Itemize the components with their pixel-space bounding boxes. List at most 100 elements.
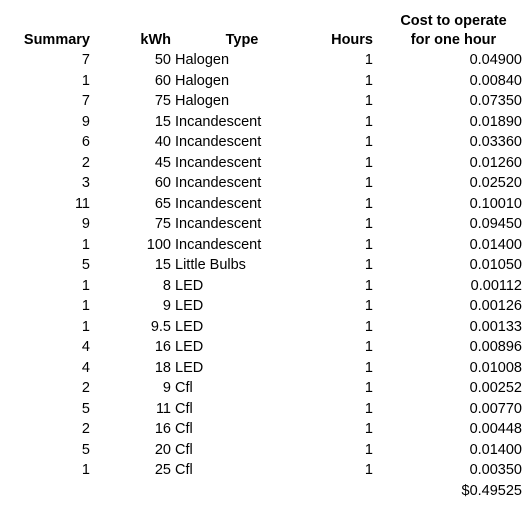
table-body: 7 50 Halogen 1 0.04900 1 60 Halogen 1 0.00840 7 75 H… <box>0 50 524 501</box>
summary-cell: 4 <box>81 339 90 355</box>
table-row: 1 25 Cfl 1 0.00350 <box>0 460 524 481</box>
type-cell: Cfl <box>175 380 193 396</box>
hours-cell: 1 <box>364 400 373 417</box>
type-cell: Incandescent <box>175 134 262 150</box>
hours-cell: 1 <box>364 298 373 314</box>
cost-cell: 0.03360 <box>469 134 522 150</box>
summary-cell: 1 <box>81 277 90 294</box>
cost-cell: 0.00896 <box>469 339 522 355</box>
type-cell: Incandescent <box>175 236 262 253</box>
header-hours: Hours <box>331 32 373 48</box>
kwh-cell: 18 <box>154 359 171 376</box>
summary-cell: 1 <box>81 298 90 314</box>
summary-cell: 3 <box>81 175 90 191</box>
type-cell: Incandescent <box>175 113 262 130</box>
hours-cell: 1 <box>364 154 373 171</box>
table-row: 1 8 LED 1 0.00112 <box>0 276 524 297</box>
header-type: Type <box>225 32 259 48</box>
table-row: 7 75 Halogen 1 0.07350 <box>0 91 524 112</box>
table-row: 4 18 LED 1 0.01008 <box>0 358 524 379</box>
cost-cell: 0.00126 <box>469 298 522 314</box>
cost-cell: 0.00448 <box>469 421 522 437</box>
lighting-cost-table: Summary kWh Type Hours Cost to operate f… <box>0 12 524 501</box>
kwh-cell: 9 <box>162 380 171 396</box>
table-row: 1 60 Halogen 1 0.00840 <box>0 71 524 92</box>
summary-cell: 2 <box>81 380 90 396</box>
cost-cell: 0.02520 <box>469 175 522 191</box>
total-row: $0.49525 <box>0 481 524 501</box>
summary-cell: 5 <box>81 441 90 458</box>
summary-cell: 1 <box>81 462 90 478</box>
cost-cell: 0.01260 <box>469 154 522 171</box>
total-empty-cell <box>309 481 377 501</box>
cost-cell: 0.00840 <box>469 72 522 89</box>
table-row: 5 20 Cfl 1 0.01400 <box>0 440 524 461</box>
table-row: 7 50 Halogen 1 0.04900 <box>0 50 524 71</box>
summary-cell: 1 <box>81 318 90 335</box>
hours-cell: 1 <box>364 339 373 355</box>
table-row: 1 9 LED 1 0.00126 <box>0 296 524 317</box>
total-empty-cell <box>175 481 309 501</box>
hours-cell: 1 <box>364 175 373 191</box>
hours-cell: 1 <box>364 380 373 396</box>
cost-cell: 0.00252 <box>469 380 522 396</box>
summary-cell: 2 <box>81 421 90 437</box>
summary-cell: 4 <box>81 359 90 376</box>
kwh-cell: 25 <box>154 462 171 478</box>
hours-cell: 1 <box>364 277 373 294</box>
table-row: 4 16 LED 1 0.00896 <box>0 337 524 358</box>
total-empty-cell <box>96 481 175 501</box>
type-cell: Cfl <box>175 462 193 478</box>
kwh-cell: 11 <box>155 400 171 417</box>
summary-cell: 5 <box>81 257 90 273</box>
summary-cell: 9 <box>81 113 90 130</box>
kwh-cell: 9 <box>162 298 171 314</box>
type-cell: Incandescent <box>175 154 262 171</box>
type-cell: Halogen <box>175 52 230 68</box>
hours-cell: 1 <box>364 236 373 253</box>
hours-cell: 1 <box>364 72 373 89</box>
hours-cell: 1 <box>364 52 373 68</box>
cost-cell: 0.01050 <box>469 257 522 273</box>
hours-cell: 1 <box>364 441 373 458</box>
hours-cell: 1 <box>364 134 373 150</box>
kwh-cell: 65 <box>154 195 171 212</box>
summary-cell: 9 <box>81 216 90 232</box>
summary-cell: 1 <box>81 72 90 89</box>
cost-cell: 0.00350 <box>469 462 522 478</box>
total-cost-cell: $0.49525 <box>461 482 522 499</box>
cost-cell: 0.10010 <box>469 195 522 212</box>
hours-cell: 1 <box>364 195 373 212</box>
summary-cell: 7 <box>81 93 90 109</box>
type-cell: LED <box>175 277 204 294</box>
type-cell: Incandescent <box>175 195 262 212</box>
table-row: 3 60 Incandescent 1 0.02520 <box>0 173 524 194</box>
header-cost-line2: for one hour <box>410 32 497 48</box>
type-cell: LED <box>175 359 204 376</box>
total-empty-cell <box>0 481 96 501</box>
kwh-cell: 15 <box>154 113 171 130</box>
cost-cell: 0.01400 <box>469 236 522 253</box>
table-row: 5 11 Cfl 1 0.00770 <box>0 399 524 420</box>
type-cell: Halogen <box>175 72 230 89</box>
cost-cell: 0.00133 <box>469 318 522 335</box>
hours-cell: 1 <box>364 113 373 130</box>
cost-cell: 0.00770 <box>469 400 522 417</box>
kwh-cell: 50 <box>154 52 171 68</box>
kwh-cell: 40 <box>154 134 171 150</box>
header-cost: Cost to operate for one hour <box>377 12 524 50</box>
summary-cell: 5 <box>81 400 90 417</box>
type-cell: Little Bulbs <box>175 257 246 273</box>
kwh-cell: 45 <box>154 154 171 171</box>
cost-cell: 0.09450 <box>469 216 522 232</box>
summary-cell: 11 <box>74 195 90 212</box>
kwh-cell: 100 <box>146 236 171 253</box>
header-summary: Summary <box>23 32 90 48</box>
hours-cell: 1 <box>364 359 373 376</box>
kwh-cell: 8 <box>162 277 171 294</box>
type-cell: Incandescent <box>175 175 262 191</box>
kwh-cell: 60 <box>154 72 171 89</box>
cost-cell: 0.04900 <box>469 52 522 68</box>
kwh-cell: 60 <box>154 175 171 191</box>
